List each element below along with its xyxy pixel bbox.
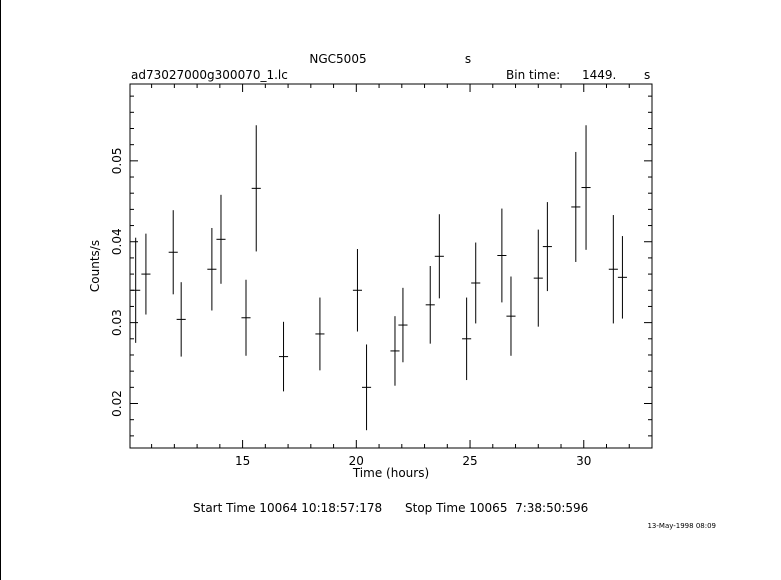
start-time: Start Time 10064 10:18:57:178	[193, 501, 382, 515]
data-points	[131, 125, 627, 431]
bin-time-label: Bin time:	[506, 68, 560, 82]
x-tick-label: 25	[462, 454, 477, 468]
y-axis-label: Counts/s	[88, 240, 102, 292]
page-left-border	[0, 0, 1, 580]
x-tick-label: 30	[576, 454, 591, 468]
axis-tick-labels: 15 20 25 30 0.02 0.03 0.04 0.05	[110, 147, 591, 468]
x-axis-label: Time (hours)	[352, 466, 429, 480]
chart-filename: ad73027000g300070_1.lc	[131, 68, 288, 82]
chart-title: NGC5005	[309, 52, 366, 66]
bin-time-unit: s	[644, 68, 650, 82]
x-tick-label: 20	[349, 454, 364, 468]
y-tick-label: 0.02	[110, 390, 124, 417]
date-stamp: 13-May-1998 08:09	[647, 522, 716, 530]
y-tick-label: 0.04	[110, 228, 124, 255]
plot-frame	[129, 83, 653, 449]
bin-time-value: 1449.	[582, 68, 616, 82]
y-tick-label: 0.03	[110, 309, 124, 336]
chart-title-suffix: s	[465, 52, 471, 66]
stop-time: Stop Time 10065 7:38:50:596	[405, 501, 588, 515]
axis-ticks	[130, 84, 653, 448]
x-tick-label: 15	[235, 454, 250, 468]
y-tick-label: 0.05	[110, 147, 124, 174]
